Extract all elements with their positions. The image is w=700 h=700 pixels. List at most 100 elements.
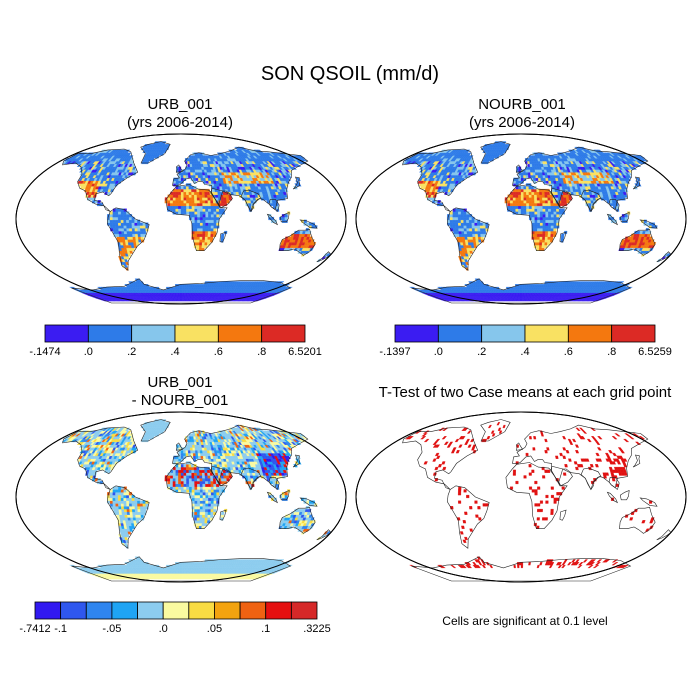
grid-cell — [477, 230, 481, 235]
grid-cell — [172, 200, 176, 204]
grid-cell — [550, 233, 554, 237]
grid-cell — [480, 228, 484, 232]
grid-cell — [513, 183, 517, 187]
grid-cell — [556, 205, 560, 209]
grid-cell — [646, 233, 651, 237]
grid-cell — [112, 222, 116, 226]
grid-cell — [193, 188, 197, 193]
grid-cell — [477, 228, 481, 232]
coastline-britain — [175, 164, 184, 173]
grid-cell — [460, 211, 464, 215]
grid-cell — [455, 208, 459, 212]
grid-cell — [199, 236, 203, 240]
grid-cell — [533, 177, 537, 181]
grid-cell — [210, 228, 214, 232]
colorbar-box — [131, 324, 176, 343]
grid-cell — [527, 169, 531, 173]
grid-cell — [139, 225, 144, 229]
grid-cell — [458, 233, 463, 237]
grid-cell — [545, 222, 549, 226]
grid-cell — [175, 180, 179, 184]
grid-cell — [197, 228, 201, 232]
grid-cell — [548, 222, 552, 226]
grid-cell — [115, 228, 119, 232]
grid-cell — [199, 197, 203, 201]
grid-cell — [205, 230, 209, 235]
grid-cell — [112, 216, 116, 221]
grid-cell — [185, 169, 189, 173]
grid-cell — [178, 205, 182, 209]
grid-cell — [123, 228, 127, 232]
grid-cell — [194, 214, 198, 218]
grid-cell — [550, 208, 554, 212]
grid-cell — [545, 219, 549, 223]
grid-cell — [548, 208, 552, 212]
grid-cell — [197, 208, 201, 212]
urb-title-line1: URB_001 — [147, 96, 213, 113]
grid-cell — [463, 228, 467, 232]
grid-cell — [183, 194, 187, 198]
grid-cell — [196, 242, 200, 246]
grid-cell — [191, 191, 195, 195]
grid-cell — [468, 216, 472, 221]
grid-cell — [525, 169, 529, 173]
grid-cell — [135, 236, 139, 240]
grid-cell — [553, 216, 557, 221]
grid-cell — [180, 191, 184, 195]
grid-cell — [172, 205, 176, 209]
grid-cell — [534, 208, 538, 212]
grid-cell — [542, 208, 546, 212]
grid-cell — [178, 191, 182, 195]
grid-cell — [194, 225, 198, 229]
grid-cell — [461, 236, 466, 240]
grid-cell — [452, 222, 456, 226]
grid-cell — [539, 202, 543, 207]
grid-cell — [561, 202, 565, 207]
grid-cell — [553, 214, 557, 218]
grid-cell — [121, 228, 125, 232]
grid-cell — [202, 228, 206, 232]
grid-cell — [539, 216, 544, 221]
grid-cell — [527, 158, 530, 162]
grid-cell — [545, 230, 549, 235]
grid-cell — [194, 239, 198, 243]
grid-cell — [531, 214, 535, 218]
grid-cell — [534, 194, 538, 198]
grid-cell — [186, 191, 190, 195]
colorbar-tick-label: -.1397 — [379, 346, 410, 358]
grid-cell — [550, 222, 554, 226]
grid-cell — [541, 244, 545, 249]
grid-cell — [175, 197, 179, 201]
grid-cell — [520, 177, 524, 181]
colorbar-tick-label: -.1474 — [29, 346, 60, 358]
grid-cell — [507, 205, 511, 209]
grid-cell — [513, 180, 517, 184]
grid-cell — [534, 205, 538, 209]
grid-cell — [131, 219, 135, 223]
grid-cell — [518, 208, 522, 212]
grid-cell — [531, 216, 535, 221]
grid-cell — [170, 194, 174, 198]
grid-cell — [172, 194, 176, 198]
grid-cell — [539, 200, 543, 204]
grid-cell — [134, 219, 138, 223]
grid-cell — [175, 205, 179, 209]
grid-cell — [137, 225, 141, 229]
grid-cell — [180, 186, 184, 190]
grid-cell — [550, 228, 554, 232]
grid-cell — [210, 197, 214, 201]
diff-panel-title: URB_001 - NOURB_001 — [90, 374, 270, 410]
grid-cell — [118, 222, 122, 226]
grid-cell — [542, 202, 546, 207]
grid-cell — [199, 214, 204, 218]
grid-cell — [197, 230, 201, 235]
grid-cell — [519, 298, 522, 302]
grid-cell — [137, 228, 141, 232]
grid-cell — [520, 286, 524, 291]
grid-cell — [208, 214, 212, 218]
grid-cell — [550, 225, 554, 229]
grid-cell — [183, 211, 187, 215]
grid-cell — [172, 208, 176, 212]
grid-cell — [535, 177, 539, 181]
grid-cell — [120, 222, 124, 226]
